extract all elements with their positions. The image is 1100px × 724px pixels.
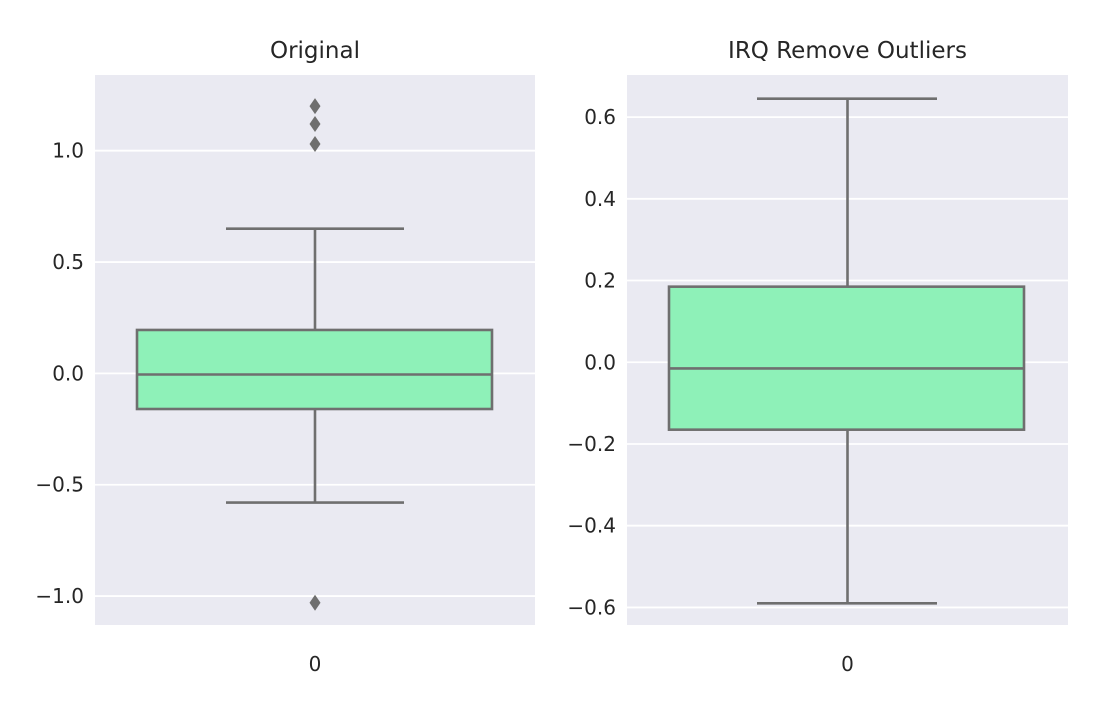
chart-title: IRQ Remove Outliers bbox=[728, 38, 967, 64]
y-tick-label: 0.5 bbox=[52, 250, 84, 274]
outlier-point bbox=[309, 98, 321, 115]
y-tick-label: 1.0 bbox=[52, 139, 84, 163]
y-tick-label: 0.6 bbox=[584, 105, 616, 129]
box-plot bbox=[135, 98, 494, 611]
y-tick-label: −0.6 bbox=[567, 595, 616, 619]
subplot-irq-remove-outliers: −0.6 −0.4 −0.2 0.0 0.2 0.4 0.6 0 IRQ Remove Ou… bbox=[567, 38, 1068, 676]
x-axis: 0 bbox=[309, 652, 322, 676]
subplot-original: −1.0 −0.5 0.0 0.5 1.0 0 Original bbox=[35, 38, 535, 676]
iqr-box bbox=[667, 285, 1026, 431]
iqr-box bbox=[135, 328, 494, 411]
y-axis: −1.0 −0.5 0.0 0.5 1.0 bbox=[35, 139, 84, 608]
x-axis: 0 bbox=[841, 652, 854, 676]
y-tick-label: −1.0 bbox=[35, 584, 84, 608]
y-tick-label: 0.0 bbox=[584, 350, 616, 374]
y-tick-label: −0.4 bbox=[567, 514, 616, 538]
x-tick-label: 0 bbox=[309, 652, 322, 676]
x-tick-label: 0 bbox=[841, 652, 854, 676]
y-tick-label: 0.4 bbox=[584, 187, 616, 211]
chart-title: Original bbox=[270, 38, 360, 64]
y-tick-label: −0.5 bbox=[35, 473, 84, 497]
y-tick-label: 0.2 bbox=[584, 269, 616, 293]
outlier-point bbox=[309, 594, 321, 611]
outlier-point bbox=[309, 136, 321, 153]
y-tick-label: 0.0 bbox=[52, 361, 84, 385]
y-tick-label: −0.2 bbox=[567, 432, 616, 456]
box-plot bbox=[667, 97, 1026, 605]
outlier-point bbox=[309, 115, 321, 132]
y-axis: −0.6 −0.4 −0.2 0.0 0.2 0.4 0.6 bbox=[567, 105, 616, 619]
